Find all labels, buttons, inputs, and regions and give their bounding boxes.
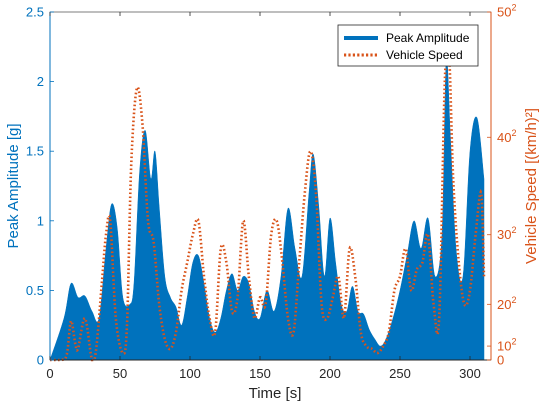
x-tick-label: 100 [179,366,201,381]
y-left-tick-label: 2 [37,74,44,89]
x-tick-label: 150 [249,366,271,381]
y-right-tick-label: 202 [497,295,516,312]
x-tick-label: 50 [113,366,127,381]
legend-label-vehicle-speed: Vehicle Speed [386,48,463,62]
right-axis-title: Vehicle Speed [(km/h)²] [523,108,540,264]
x-tick-label: 250 [389,366,411,381]
y-right-tick-label: 302 [497,225,516,242]
x-axis-title: Time [s] [249,385,302,402]
ticks-layer: 0 50 100 150 200 250 30000.511.522.50102202302… [26,3,517,382]
legend-label-peak-amplitude: Peak Amplitude [386,31,470,45]
y-left-tick-label: 0.5 [26,283,44,298]
x-tick-label: 200 [319,366,341,381]
y-left-tick-label: 2.5 [26,5,44,20]
vehicle-speed-line [50,41,486,362]
y-right-tick-label: 0 [497,353,504,368]
legend-box [337,24,479,67]
legend: Peak Amplitude Vehicle Speed [337,24,479,67]
y-right-tick-label: 502 [497,3,516,20]
y-left-tick-label: 0 [37,353,44,368]
peak-amplitude-area-layer [49,57,485,361]
y-right-tick-label: 102 [497,337,516,354]
x-tick-label: 300 [459,366,481,381]
peak-amplitude-area [49,57,485,361]
x-tick-label: 0 [46,366,53,381]
vehicle-speed-line-layer [50,41,486,362]
y-left-tick-label: 1.5 [26,144,44,159]
y-right-tick-label: 402 [497,128,516,145]
y-left-tick-label: 1 [37,213,44,228]
left-axis-title: Peak Amplitude [g] [5,123,22,248]
